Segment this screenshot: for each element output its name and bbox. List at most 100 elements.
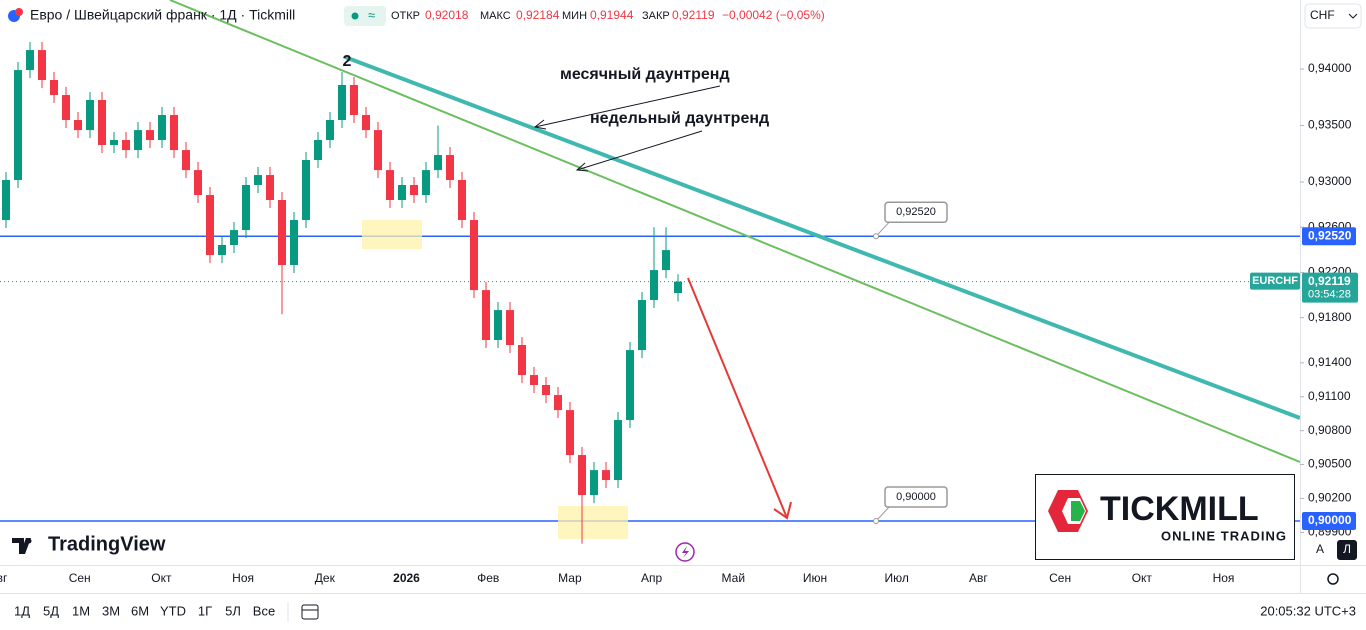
tradingview-logo[interactable]: TradingView [12,533,166,555]
range-button[interactable]: 1Г [198,603,212,618]
candle-body [302,160,310,221]
range-button[interactable]: 6М [131,603,149,618]
candle-body [218,244,226,256]
candle-body [50,80,58,96]
range-button[interactable]: YTD [160,603,186,618]
events-icon [682,546,689,558]
x-tick-label: Ноя [1213,571,1235,585]
field-name: ОТКР [391,10,420,22]
range-button[interactable]: 3М [102,603,120,618]
candle-body [134,130,142,151]
candle-body [158,115,166,141]
countdown: 03:54:28 [1308,289,1351,301]
market-status-icon: ≈ [368,7,375,22]
x-tick-label: Июн [803,571,827,585]
y-tick-label: 0,93500 [1308,118,1352,132]
candle-body [38,50,46,81]
candle-body [314,140,322,161]
range-button[interactable]: Все [253,603,275,618]
candle-body [242,184,250,231]
y-tick-label: 0,90800 [1308,423,1352,437]
monthly-trendline [344,55,1301,420]
symbol-tag [1250,272,1300,290]
field-value: 0,92018 [425,8,469,22]
candle-body [542,384,550,396]
x-tick-label: Мар [558,571,582,585]
candle-body [254,175,262,185]
tickmill-box [1035,474,1295,560]
settings-icon[interactable] [1327,573,1339,585]
scale-button[interactable] [1337,540,1357,560]
highlight-zone [362,220,422,249]
y-tick-label: 0,91100 [1308,389,1351,403]
callout-anchor [873,518,879,525]
annotation-arrows [533,85,721,172]
events-icon[interactable] [675,542,695,562]
annotation: недельный даунтренд [590,110,769,127]
candles [2,42,682,544]
level-price-label: 0,92520 [1308,228,1352,242]
candle-body [338,84,346,121]
bottom-toolbar: 1Д 5Д 1М 3М 6М YTD 1Г 5Л Все [14,602,289,622]
field-value: 0,91944 [590,8,634,22]
callout-label: 0,90000 [896,491,936,503]
candle-body [266,175,274,201]
candle-body [518,344,526,376]
candle-body [194,170,202,196]
callout-anchor [873,233,879,240]
candle-body [122,140,130,151]
candle-body [566,410,574,456]
candle-body [590,470,598,496]
candle-body [506,310,514,345]
x-tick-label: Сен [69,571,91,585]
weekly-trendline [169,0,1301,463]
candle-body [206,195,214,256]
range-button[interactable]: 5Л [225,603,241,618]
candle-body [182,150,190,171]
symbol-tag-label: EURCHF [1252,275,1298,287]
x-tick-label: Дек [315,571,336,585]
currency-select[interactable] [1304,3,1362,29]
candle-body [638,300,646,351]
candle-body [482,290,490,341]
level-price-tag [1302,512,1356,531]
callout-stem [875,220,891,237]
candle-body [398,184,406,201]
tv-icon [26,538,32,544]
candle-body [374,130,382,171]
candle-body [530,375,538,385]
range-button[interactable]: 1Д [14,603,30,618]
y-tick-label: 0,91400 [1308,355,1352,369]
tickmill-wordmark: TICKMILL [1100,490,1259,528]
symbol-title[interactable]: Евро / Швейцарский франк · 1Д · Tickmill [30,7,295,23]
date-range-icon[interactable] [301,604,319,620]
candle-body [554,395,562,411]
market-status-dot [351,12,359,20]
calendar-icon [301,604,319,620]
range-button[interactable]: 5Д [43,603,59,618]
tv-wordmark: TradingView [48,533,166,555]
candle-body [422,170,430,196]
x-tick-label: Авг [969,571,988,585]
candle-body [278,200,286,265]
scale-button[interactable] [1310,540,1330,560]
market-status[interactable] [344,6,386,26]
candle-body [434,155,442,171]
callout-box[interactable] [884,486,948,508]
candle-body [674,281,682,294]
annotation: месячный даунтренд [560,66,730,83]
field-name: ЗАКР [642,10,670,22]
field-value: 0,92119 [672,8,715,22]
candle-body [614,420,622,481]
highlight-zone [558,506,628,539]
callout-box[interactable] [884,201,948,224]
x-tick-label: Сен [1049,571,1071,585]
range-button[interactable]: 1М [72,603,90,618]
x-tick-label: Фев [477,571,499,585]
candle-body [362,115,370,131]
candle-body [326,120,334,141]
x-tick-label: Июл [885,571,909,585]
ohlc-fields: ОТКР 0,92018 МАКС 0,92184 МИН 0,91944 ЗАКР 0,92… [391,8,715,22]
